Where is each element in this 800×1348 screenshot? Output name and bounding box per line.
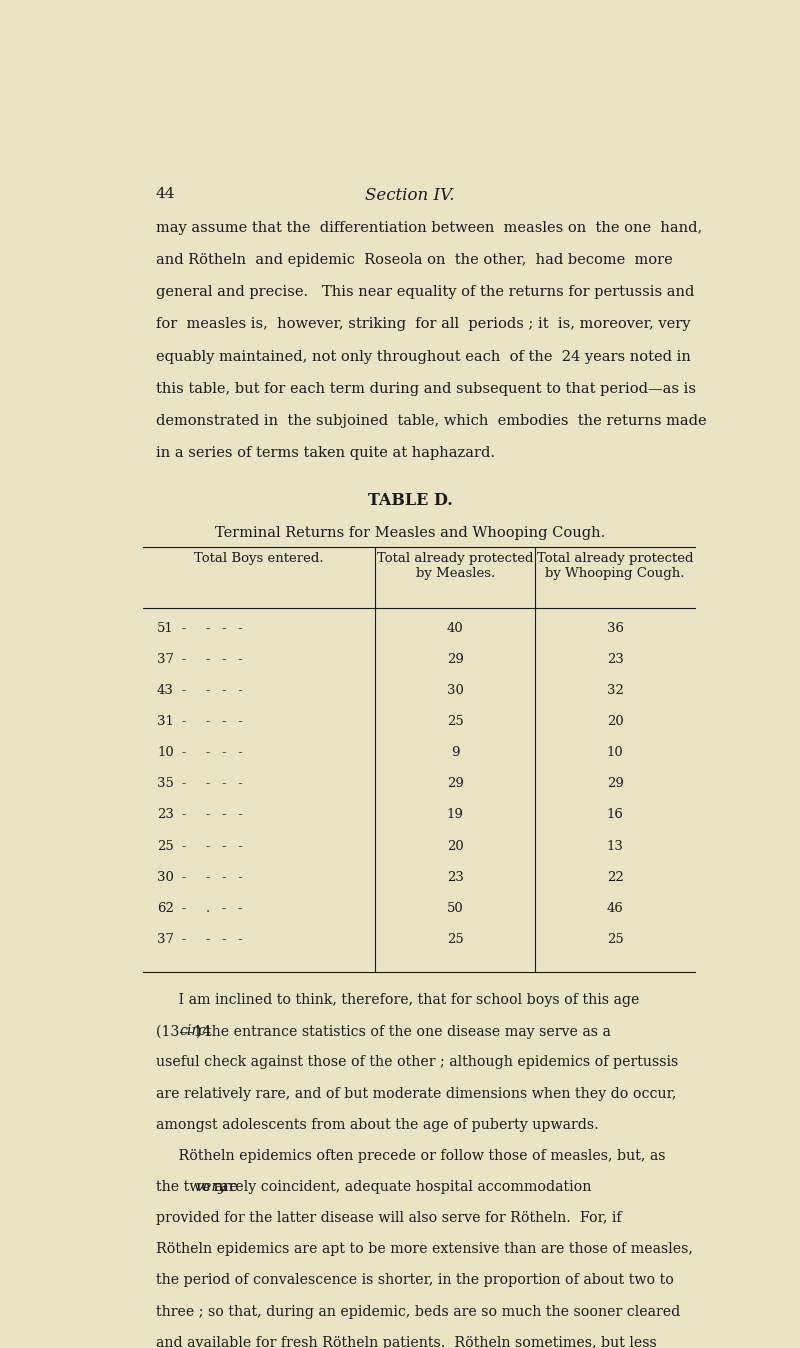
Text: -     -   -   -: - - - - xyxy=(182,621,242,635)
Text: may assume that the  differentiation between  measles on  the one  hand,: may assume that the differentiation betw… xyxy=(156,221,702,235)
Text: 23: 23 xyxy=(606,652,624,666)
Text: and available for fresh Rötheln patients.  Rötheln sometimes, but less: and available for fresh Rötheln patients… xyxy=(156,1336,657,1348)
Text: Total already protected
by Measles.: Total already protected by Measles. xyxy=(377,553,534,580)
Text: circ.: circ. xyxy=(179,1024,210,1038)
Text: 36: 36 xyxy=(606,621,624,635)
Text: for  measles is,  however, striking  for all  periods ; it  is, moreover, very: for measles is, however, striking for al… xyxy=(156,318,690,332)
Text: 29: 29 xyxy=(446,778,464,790)
Text: very: very xyxy=(196,1180,226,1194)
Text: 29: 29 xyxy=(606,778,624,790)
Text: -     .   -   -: - . - - xyxy=(182,902,242,915)
Text: ) the entrance statistics of the one disease may serve as a: ) the entrance statistics of the one dis… xyxy=(196,1024,610,1039)
Text: -     -   -   -: - - - - xyxy=(182,871,242,884)
Text: 43: 43 xyxy=(157,683,174,697)
Text: rarely coincident, adequate hospital accommodation: rarely coincident, adequate hospital acc… xyxy=(209,1180,591,1194)
Text: 19: 19 xyxy=(446,809,464,821)
Text: 35: 35 xyxy=(157,778,174,790)
Text: amongst adolescents from about the age of puberty upwards.: amongst adolescents from about the age o… xyxy=(156,1117,598,1132)
Text: 16: 16 xyxy=(606,809,624,821)
Text: 23: 23 xyxy=(157,809,174,821)
Text: 50: 50 xyxy=(446,902,463,915)
Text: 44: 44 xyxy=(156,186,175,201)
Text: 37: 37 xyxy=(157,652,174,666)
Text: Terminal Returns for Measles and Whooping Cough.: Terminal Returns for Measles and Whoopin… xyxy=(215,526,605,541)
Text: 9: 9 xyxy=(451,747,459,759)
Text: Rötheln epidemics often precede or follow those of measles, but, as: Rötheln epidemics often precede or follo… xyxy=(156,1148,666,1163)
Text: demonstrated in  the subjoined  table, which  embodies  the returns made: demonstrated in the subjoined table, whi… xyxy=(156,414,706,427)
Text: 20: 20 xyxy=(607,714,623,728)
Text: useful check against those of the other ; although epidemics of pertussis: useful check against those of the other … xyxy=(156,1055,678,1069)
Text: 46: 46 xyxy=(606,902,624,915)
Text: 25: 25 xyxy=(446,714,463,728)
Text: 62: 62 xyxy=(157,902,174,915)
Text: TABLE D.: TABLE D. xyxy=(368,492,452,508)
Text: and Rötheln  and epidemic  Roseola on  the other,  had become  more: and Rötheln and epidemic Roseola on the … xyxy=(156,253,673,267)
Text: 25: 25 xyxy=(446,933,463,946)
Text: 37: 37 xyxy=(157,933,174,946)
Text: -     -   -   -: - - - - xyxy=(182,683,242,697)
Text: provided for the latter disease will also serve for Rötheln.  For, if: provided for the latter disease will als… xyxy=(156,1211,622,1225)
Text: -     -   -   -: - - - - xyxy=(182,840,242,852)
Text: 40: 40 xyxy=(446,621,463,635)
Text: 31: 31 xyxy=(157,714,174,728)
Text: -     -   -   -: - - - - xyxy=(182,714,242,728)
Text: I am inclined to think, therefore, that for school boys of this age: I am inclined to think, therefore, that … xyxy=(156,993,639,1007)
Text: the period of convalescence is shorter, in the proportion of about two to: the period of convalescence is shorter, … xyxy=(156,1274,674,1287)
Text: 22: 22 xyxy=(607,871,623,884)
Text: three ; so that, during an epidemic, beds are so much the sooner cleared: three ; so that, during an epidemic, bed… xyxy=(156,1305,680,1318)
Text: -     -   -   -: - - - - xyxy=(182,809,242,821)
Text: 10: 10 xyxy=(157,747,174,759)
Text: Rötheln epidemics are apt to be more extensive than are those of measles,: Rötheln epidemics are apt to be more ext… xyxy=(156,1243,693,1256)
Text: are relatively rare, and of but moderate dimensions when they do occur,: are relatively rare, and of but moderate… xyxy=(156,1086,676,1100)
Text: 23: 23 xyxy=(446,871,464,884)
Text: 32: 32 xyxy=(606,683,624,697)
Text: Section IV.: Section IV. xyxy=(366,186,454,204)
Text: 13: 13 xyxy=(606,840,624,852)
Text: 51: 51 xyxy=(157,621,174,635)
Text: in a series of terms taken quite at haphazard.: in a series of terms taken quite at haph… xyxy=(156,446,494,460)
Text: 30: 30 xyxy=(446,683,464,697)
Text: Total Boys entered.: Total Boys entered. xyxy=(194,553,324,565)
Text: 10: 10 xyxy=(607,747,623,759)
Text: the two are: the two are xyxy=(156,1180,242,1194)
Text: 25: 25 xyxy=(157,840,174,852)
Text: -     -   -   -: - - - - xyxy=(182,933,242,946)
Text: 20: 20 xyxy=(446,840,463,852)
Text: -     -   -   -: - - - - xyxy=(182,747,242,759)
Text: -     -   -   -: - - - - xyxy=(182,652,242,666)
Text: 29: 29 xyxy=(446,652,464,666)
Text: 25: 25 xyxy=(607,933,623,946)
Text: this table, but for each term during and subsequent to that period—as is: this table, but for each term during and… xyxy=(156,381,696,396)
Text: general and precise.   This near equality of the returns for pertussis and: general and precise. This near equality … xyxy=(156,286,694,299)
Text: -     -   -   -: - - - - xyxy=(182,778,242,790)
Text: equably maintained, not only throughout each  of the  24 years noted in: equably maintained, not only throughout … xyxy=(156,349,690,364)
Text: 30: 30 xyxy=(157,871,174,884)
Text: (13—14: (13—14 xyxy=(156,1024,215,1038)
Text: Total already protected
by Whooping Cough.: Total already protected by Whooping Coug… xyxy=(537,553,694,580)
